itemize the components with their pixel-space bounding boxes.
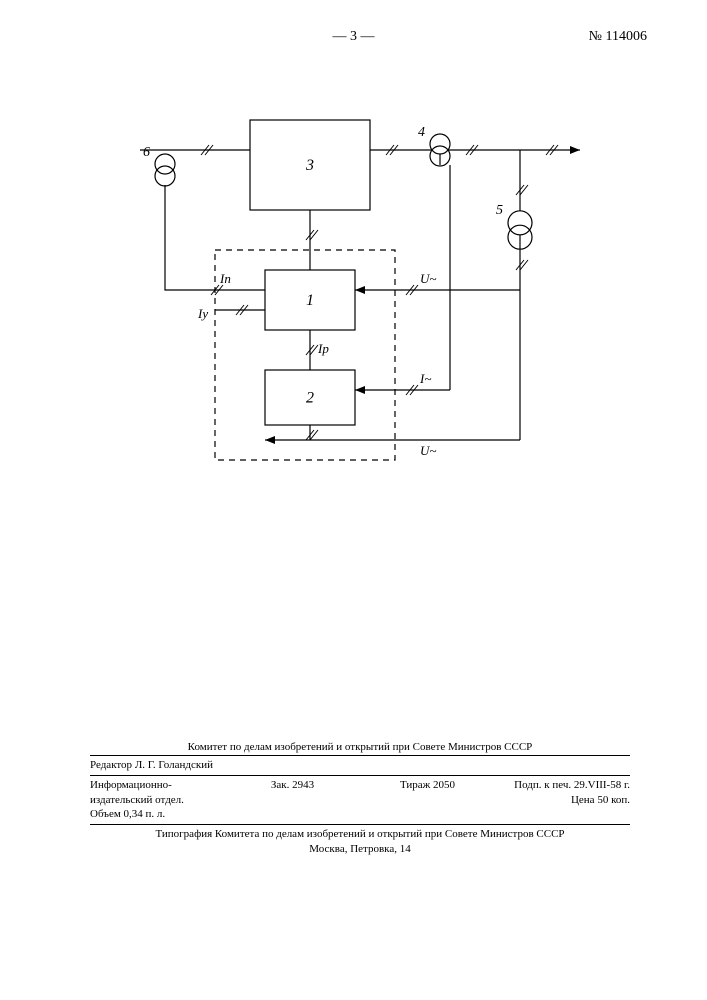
- svg-text:2: 2: [306, 390, 314, 407]
- pubinfo-row: Информационно-издательский отдел. Объем …: [90, 775, 630, 825]
- imprint-footer: Комитет по делам изобретений и открытий …: [90, 740, 630, 859]
- print-run: Тираж 2050: [360, 778, 495, 823]
- pub-dept-line1: Информационно-издательский отдел.: [90, 778, 225, 808]
- typography-line: Типография Комитета по делам изобретений…: [90, 827, 630, 842]
- svg-text:5: 5: [496, 203, 503, 218]
- address-line: Москва, Петровка, 14: [90, 842, 630, 857]
- document-number: № 114006: [589, 29, 647, 45]
- price: Цена 50 коп.: [495, 793, 630, 808]
- svg-text:U~: U~: [420, 443, 436, 458]
- svg-text:U~: U~: [420, 271, 436, 286]
- svg-text:6: 6: [143, 145, 150, 160]
- diagram-svg: 3 1 2 6 4 5 Iп Iу Iр U~ I~ U~: [120, 90, 590, 510]
- editor-label: Редактор: [90, 758, 132, 773]
- pub-dept-line2: Объем 0,34 п. л.: [90, 807, 225, 822]
- block-diagram: 3 1 2 6 4 5 Iп Iу Iр U~ I~ U~: [120, 90, 590, 510]
- svg-text:3: 3: [305, 157, 314, 174]
- editor-row: Редактор Л. Г. Голандский: [90, 755, 630, 775]
- editor-name: Л. Г. Голандский: [135, 758, 213, 773]
- pub-date: Подп. к печ. 29.VIII-58 г.: [495, 778, 630, 793]
- svg-text:Iу: Iу: [197, 306, 208, 321]
- typography-row: Типография Комитета по делам изобретений…: [90, 824, 630, 859]
- order-no: Зак. 2943: [225, 778, 360, 823]
- page: — 3 — № 114006 312645IпIуIрU~I~U~ Комите…: [0, 0, 707, 1000]
- svg-text:I~: I~: [419, 371, 431, 386]
- committee-line: Комитет по делам изобретений и открытий …: [90, 740, 630, 755]
- pub-dept: Информационно-издательский отдел. Объем …: [90, 778, 225, 823]
- svg-text:4: 4: [418, 125, 425, 140]
- svg-text:Iр: Iр: [317, 341, 329, 356]
- svg-text:1: 1: [306, 292, 314, 309]
- svg-text:Iп: Iп: [219, 271, 231, 286]
- pub-date-price: Подп. к печ. 29.VIII-58 г. Цена 50 коп.: [495, 778, 630, 823]
